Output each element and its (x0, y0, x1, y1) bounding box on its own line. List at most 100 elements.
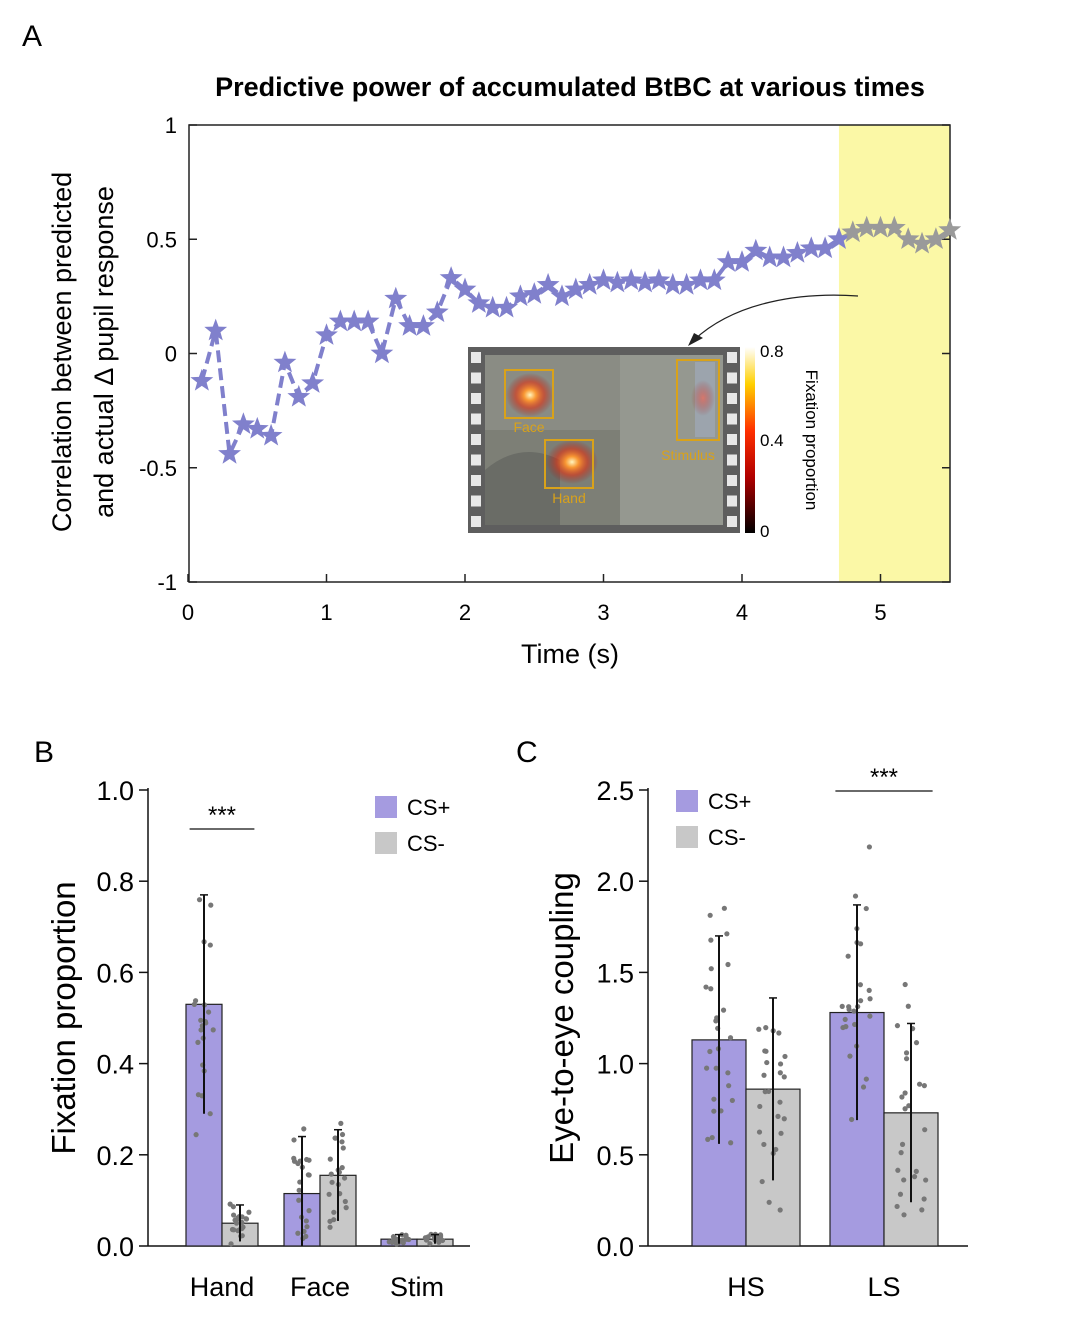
data-dot (207, 942, 213, 948)
data-dot (902, 981, 908, 988)
chart-a-axes: 0 1 2 3 4 5 1 0.5 0 -0.5 -1 (139, 113, 950, 625)
data-dot (707, 1048, 713, 1055)
data-dot (902, 1106, 908, 1112)
data-dot (863, 1076, 869, 1082)
inset-arrow (693, 294, 859, 341)
sprocket-hole (471, 372, 481, 384)
data-point-star (453, 277, 477, 300)
data-dot (303, 1218, 309, 1224)
sprocket-hole (727, 413, 737, 425)
data-point-star (425, 300, 449, 323)
data-dot (711, 1096, 717, 1102)
data-dot (726, 1083, 732, 1089)
data-dot (913, 1040, 920, 1046)
y-tick-label: 1.0 (96, 776, 134, 806)
sprocket-hole (727, 475, 737, 486)
data-dot (777, 1070, 783, 1076)
data-point-star (716, 250, 740, 272)
data-dot (777, 1099, 783, 1105)
y-tick-label: 0.5 (596, 1141, 634, 1171)
data-dot (911, 1174, 918, 1180)
data-dot (901, 1212, 907, 1218)
data-dot (306, 1157, 312, 1163)
data-dot (721, 905, 727, 911)
data-dot (707, 912, 713, 918)
data-point-star (841, 220, 865, 243)
data-dot (903, 1056, 910, 1062)
legend-swatch-CS+ (375, 796, 397, 818)
data-point-star (356, 309, 380, 332)
x-tick-label: 4 (736, 600, 748, 625)
data-point-star (550, 284, 574, 307)
data-point-star (412, 314, 435, 336)
data-dot (208, 902, 214, 908)
x-tick-label: 0 (182, 600, 194, 625)
legend-label-CS-: CS- (708, 825, 746, 850)
data-dot (246, 1209, 252, 1215)
data-point-star (827, 227, 851, 249)
data-dot (705, 1136, 711, 1142)
film-sprockets (471, 352, 737, 527)
colorbar-tick-low: 0 (760, 522, 769, 541)
data-dot (897, 1191, 904, 1197)
data-dot (708, 966, 714, 972)
data-point-star (799, 236, 823, 259)
data-point-star (522, 282, 546, 304)
data-dot (773, 1146, 779, 1153)
data-dot (901, 1177, 907, 1183)
panel-label-c: C (516, 736, 538, 769)
sprocket-hole (471, 434, 481, 445)
data-point-star (578, 272, 602, 295)
sprocket-hole (727, 372, 737, 384)
data-dot (327, 1224, 333, 1230)
colorbar-tick-high: 0.8 (760, 342, 784, 361)
data-dot (846, 1004, 852, 1010)
roi-stimulus-box (676, 359, 720, 441)
data-dot (922, 1127, 928, 1133)
data-dot (847, 1053, 853, 1059)
data-dot (327, 1156, 333, 1162)
data-dot (763, 1025, 769, 1031)
roi-stimulus-label: Stimulus (661, 447, 715, 463)
data-dot (727, 1035, 734, 1041)
chart-a-series (190, 215, 962, 464)
data-dot (921, 1083, 927, 1089)
data-dot (720, 1007, 727, 1013)
roi-face-box (504, 369, 554, 419)
y-tick-label: 1.0 (596, 1050, 634, 1080)
data-dot (339, 1139, 345, 1145)
data-point-star (190, 368, 214, 391)
data-dot (867, 1013, 873, 1019)
data-dot (338, 1120, 344, 1126)
data-dot (777, 1061, 784, 1067)
data-dot (386, 1239, 392, 1245)
data-dot (708, 937, 714, 943)
data-point-star (328, 309, 352, 332)
sprocket-hole (727, 434, 737, 445)
data-dot (240, 1224, 246, 1230)
x-tick-label: 5 (874, 600, 886, 625)
data-dot (291, 1155, 297, 1161)
data-dot (761, 1072, 767, 1078)
roi-hand-box (544, 439, 594, 489)
data-dot (291, 1137, 297, 1143)
data-dot (728, 1140, 734, 1146)
data-dot (193, 1132, 199, 1138)
data-point-star (675, 272, 698, 295)
data-point-star (605, 270, 629, 293)
data-dot (843, 1024, 849, 1030)
data-dot (782, 1053, 788, 1060)
data-dot (858, 941, 864, 947)
data-dot (341, 1175, 348, 1181)
data-point-star (342, 309, 366, 332)
data-dot (858, 998, 864, 1004)
y-tick-label: -1 (157, 570, 177, 595)
x-tick-label: LS (867, 1272, 900, 1302)
data-point-star (218, 442, 241, 464)
data-dot (729, 1097, 735, 1104)
data-dot (899, 1094, 905, 1100)
data-point-star (481, 295, 505, 318)
data-dot (424, 1237, 430, 1243)
data-dot (905, 1003, 911, 1009)
